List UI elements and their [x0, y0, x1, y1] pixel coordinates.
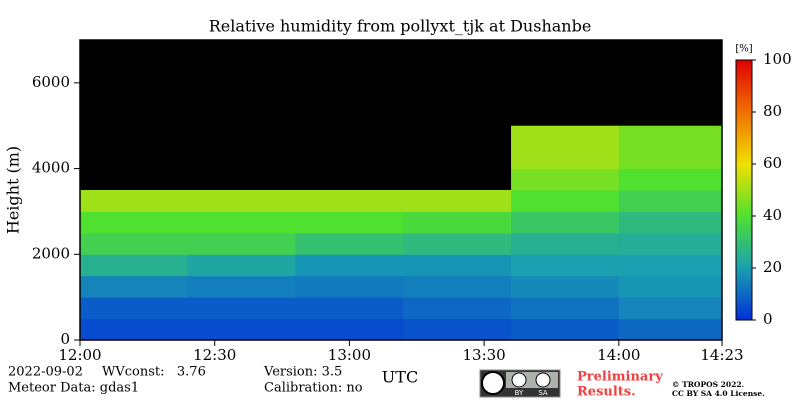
y-tick-label: 6000 [32, 73, 70, 91]
preliminary: Preliminary [577, 370, 663, 385]
heatmap-cell [187, 318, 297, 341]
heatmap-cell [295, 275, 404, 298]
heatmap-cell [403, 275, 512, 298]
heatmap-cell [511, 297, 620, 320]
x-tick-label: 14:00 [597, 346, 640, 364]
version: Version: 3.5 [263, 365, 342, 380]
colorbar [735, 59, 753, 321]
colorbar-tick-label: 20 [763, 258, 782, 276]
heatmap-cell [511, 190, 620, 212]
copyright: © TROPOS 2022. [672, 380, 744, 389]
heatmap-cell [295, 318, 404, 341]
heatmap-cell [295, 254, 404, 277]
plot-area [80, 40, 723, 341]
calibration: Calibration: no [264, 381, 363, 396]
x-axis-label: UTC [382, 368, 418, 387]
colorbar-label: [%] [735, 44, 752, 55]
heatmap-cell [80, 275, 189, 298]
heatmap-cell [511, 254, 620, 277]
license-badge: BY SA [479, 369, 561, 398]
heatmap-cell [403, 254, 512, 277]
badge-by: BY [515, 389, 524, 397]
heatmap-cell [80, 211, 189, 234]
heatmap-cell [295, 211, 404, 234]
badge-sa: SA [538, 389, 548, 397]
x-tick-label: 14:23 [700, 346, 743, 364]
heatmap-cell [295, 297, 404, 320]
heatmap-cell [80, 232, 189, 255]
heatmap-cell [403, 297, 512, 320]
heatmap-cell [187, 232, 297, 255]
heatmap-cell [618, 275, 723, 298]
heatmap-cell [511, 211, 620, 234]
heatmap-cell [187, 211, 297, 234]
heatmap-cell [295, 232, 404, 255]
x-tick-label: 13:00 [328, 346, 371, 364]
heatmap-cell [618, 297, 723, 320]
heatmap-cell [403, 190, 512, 212]
heatmap-cell [511, 125, 620, 170]
heatmap-cell [618, 125, 723, 170]
heatmap-cell [618, 254, 723, 277]
heatmap-cell [403, 318, 512, 341]
heatmap-cell [618, 211, 723, 234]
heatmap-cell [187, 190, 297, 212]
colorbar-tick-label: 60 [763, 154, 782, 172]
preliminary: Results. [577, 385, 636, 400]
heatmap-cell [187, 297, 297, 320]
heatmap-cell [618, 318, 723, 341]
colorbar-tick-label: 40 [763, 206, 782, 224]
heatmap-cell [403, 211, 512, 234]
date: 2022-09-02 [8, 365, 83, 380]
heatmap-cell [618, 232, 723, 255]
heatmap-cell [187, 254, 297, 277]
y-tick-label: 2000 [32, 244, 70, 262]
chart-title: Relative humidity from pollyxt_tjk at Du… [209, 17, 592, 36]
heatmap-cell [511, 232, 620, 255]
by-icon [511, 372, 527, 388]
heatmap-cell [511, 168, 620, 191]
heatmap-cell [618, 168, 723, 191]
copyright: CC BY SA 4.0 License. [672, 389, 765, 398]
heatmap-cell [80, 297, 189, 320]
y-tick-label: 0 [60, 330, 70, 348]
x-tick-label: 12:30 [193, 346, 236, 364]
heatmap-cell [80, 318, 189, 341]
meteor-data: Meteor Data: gdas1 [8, 381, 139, 396]
heatmap-cell [80, 254, 189, 277]
y-tick-label: 4000 [32, 159, 70, 177]
plot-frame [79, 39, 723, 341]
heatmap-cell [295, 190, 404, 212]
wvconst: WVconst: 3.76 [102, 365, 206, 380]
heatmap-cell [511, 275, 620, 298]
heatmap-cell [618, 190, 723, 212]
colorbar-tick-label: 0 [763, 310, 773, 328]
cc-icon [481, 371, 505, 395]
colorbar-tick-label: 100 [763, 50, 792, 68]
heatmap-cell [403, 232, 512, 255]
heatmap-cell [511, 318, 620, 341]
heatmap-cell [187, 275, 297, 298]
y-axis-label: Height (m) [4, 146, 23, 234]
x-tick-label: 12:00 [58, 346, 101, 364]
heatmap-cell [80, 190, 189, 212]
colorbar-tick-label: 80 [763, 102, 782, 120]
sa-icon [535, 372, 551, 388]
x-tick-label: 13:30 [462, 346, 505, 364]
